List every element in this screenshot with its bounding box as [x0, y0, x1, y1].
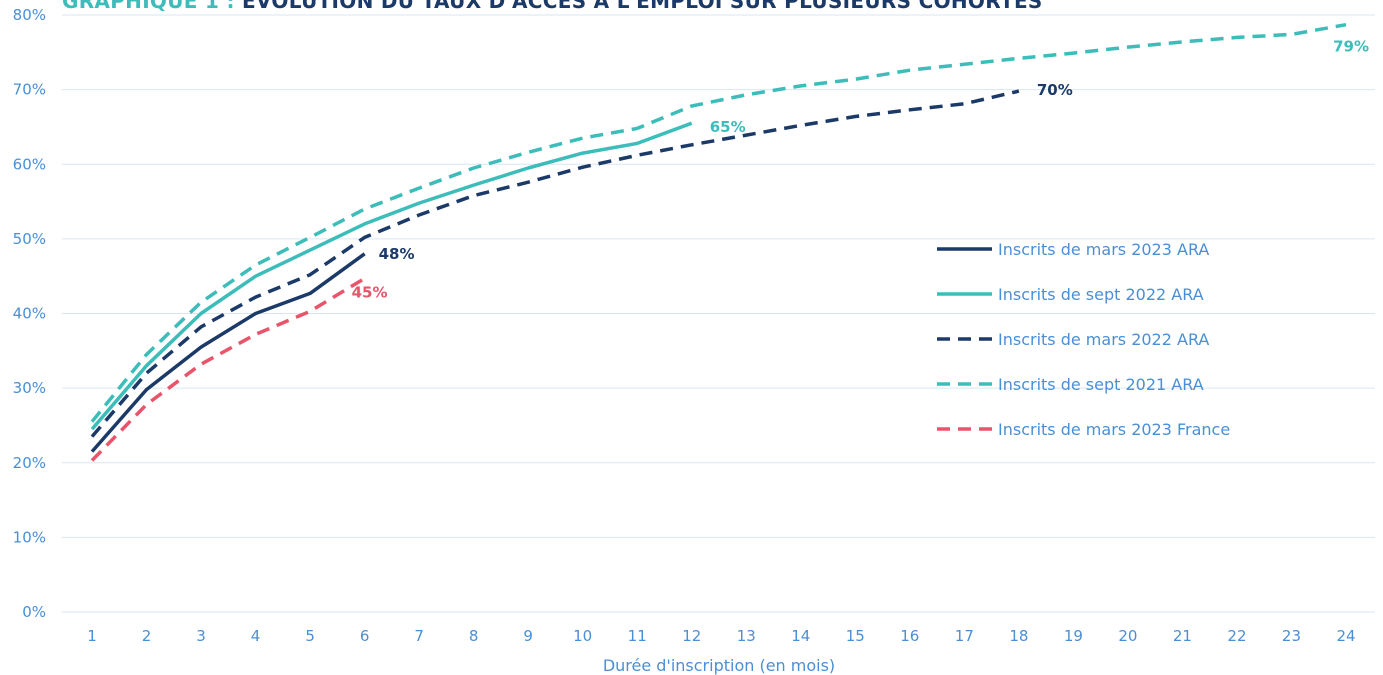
x-tick-label: 17 [955, 627, 974, 645]
legend-label-4: Inscrits de sept 2021 ARA [998, 375, 1204, 394]
series-line-4 [90, 22, 1347, 423]
legend-label-5: Inscrits de mars 2023 France [998, 420, 1230, 439]
end-label-3: 70% [1037, 81, 1073, 99]
x-tick-label: 16 [900, 627, 919, 645]
end-label-4: 79% [1333, 38, 1369, 56]
series-group [90, 22, 1347, 462]
x-tick-label: 19 [1064, 627, 1083, 645]
x-tick-label: 21 [1173, 627, 1192, 645]
x-tick-label: 15 [846, 627, 865, 645]
series-line-2 [90, 121, 693, 431]
y-axis-ticks: 0% 10% 20% 30% 40% 50% 60% 70% 80% [13, 6, 46, 621]
y-tick-label: 80% [13, 6, 46, 24]
x-tick-label: 2 [142, 627, 152, 645]
x-tick-label: 13 [737, 627, 756, 645]
y-tick-label: 60% [13, 155, 46, 173]
x-tick-label: 23 [1282, 627, 1301, 645]
x-tick-label: 14 [791, 627, 810, 645]
x-tick-label: 18 [1009, 627, 1028, 645]
end-label-1: 48% [379, 245, 415, 263]
chart-title: GRAPHIQUE 1 : ÉVOLUTION DU TAUX D'ACCÈS … [62, 0, 1043, 13]
x-tick-label: 9 [523, 627, 533, 645]
y-tick-label: 70% [13, 81, 46, 99]
x-axis-ticks: 1 2 3 4 5 6 7 8 9 10 11 12 13 14 15 16 17 18 19 20 21 22 23 24 [87, 627, 1355, 645]
y-tick-label: 0% [22, 603, 46, 621]
x-tick-label: 11 [628, 627, 647, 645]
chart-title-main: ÉVOLUTION DU TAUX D'ACCÈS À L'EMPLOI SUR… [242, 0, 1043, 13]
grid-lines [62, 14, 1375, 613]
legend: Inscrits de mars 2023 ARA Inscrits de sep… [937, 240, 1230, 439]
series-line-5 [90, 276, 366, 462]
x-tick-label: 4 [251, 627, 261, 645]
x-tick-label: 5 [305, 627, 315, 645]
x-tick-label: 20 [1118, 627, 1137, 645]
x-axis-label: Durée d'inscription (en mois) [603, 656, 835, 675]
y-tick-label: 50% [13, 230, 46, 248]
series-line-3 [90, 89, 1020, 438]
chart-title-prefix: GRAPHIQUE 1 : [62, 0, 243, 13]
x-tick-label: 6 [360, 627, 370, 645]
x-tick-label: 7 [414, 627, 424, 645]
end-labels: 48% 65% 70% 79% 45% [352, 38, 1369, 302]
x-tick-label: 8 [469, 627, 479, 645]
x-tick-label: 3 [196, 627, 206, 645]
legend-label-2: Inscrits de sept 2022 ARA [998, 285, 1204, 304]
series-line-1 [90, 252, 366, 453]
y-tick-label: 20% [13, 454, 46, 472]
x-tick-label: 22 [1227, 627, 1246, 645]
x-tick-label: 12 [682, 627, 701, 645]
y-tick-label: 10% [13, 528, 46, 546]
legend-label-1: Inscrits de mars 2023 ARA [998, 240, 1209, 259]
end-label-5: 45% [352, 283, 388, 301]
x-tick-label: 1 [87, 627, 97, 645]
end-label-2: 65% [710, 118, 746, 136]
legend-label-3: Inscrits de mars 2022 ARA [998, 330, 1209, 349]
y-tick-label: 40% [13, 305, 46, 323]
y-tick-label: 30% [13, 379, 46, 397]
x-tick-label: 10 [573, 627, 592, 645]
x-tick-label: 24 [1336, 627, 1355, 645]
